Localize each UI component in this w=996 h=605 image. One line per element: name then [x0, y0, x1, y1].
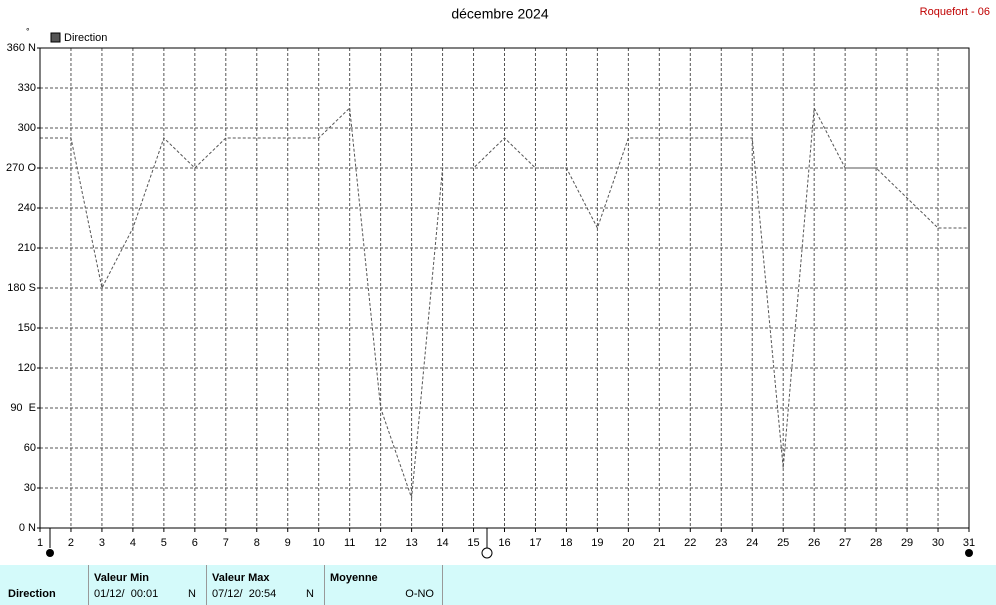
x-tick-label: 5: [161, 537, 167, 549]
mean-value: O-NO: [405, 588, 434, 600]
y-tick-label: 240: [18, 202, 36, 214]
x-tick-label: 11: [344, 537, 355, 549]
x-tick-label: 6: [192, 537, 198, 549]
x-tick-label: 22: [684, 537, 696, 549]
x-tick-label: 8: [254, 537, 260, 549]
x-tick-label: 4: [130, 537, 136, 549]
x-tick-label: 28: [870, 537, 882, 549]
x-tick-label: 18: [560, 537, 572, 549]
y-tick-label: 0 N: [19, 522, 36, 534]
x-tick-label: 26: [808, 537, 820, 549]
legend-swatch: [50, 32, 61, 43]
full-moon: [481, 547, 493, 559]
y-tick-label: 180 S: [7, 282, 36, 294]
min-dir: N: [188, 588, 196, 600]
x-tick-label: 12: [375, 537, 387, 549]
x-tick-label: 23: [715, 537, 727, 549]
series-line: [40, 106, 969, 499]
x-tick-label: 27: [839, 537, 851, 549]
x-tick-label: 20: [622, 537, 634, 549]
x-tick-label: 2: [68, 537, 74, 549]
x-tick-label: 10: [313, 537, 325, 549]
legend-label: Direction: [64, 32, 107, 44]
x-tick-label: 19: [591, 537, 603, 549]
station: Roquefort - 06: [920, 6, 990, 18]
y-tick-label: 270 O: [6, 162, 36, 174]
x-tick-label: 14: [436, 537, 448, 549]
y-tick-label: 60: [24, 442, 36, 454]
x-tick-label: 24: [746, 537, 758, 549]
max-header: Valeur Max: [212, 572, 270, 584]
y-tick-label: 210: [18, 242, 36, 254]
x-tick-label: 31: [963, 537, 975, 549]
max-date: 07/12/ 20:54: [212, 588, 277, 600]
new-moon: [46, 549, 54, 557]
x-tick-label: 1: [37, 537, 43, 549]
summary-table: Direction Valeur Min 01/12/ 00:01 N Vale…: [0, 565, 996, 605]
y-unit: °: [26, 26, 30, 36]
chart-title: décembre 2024: [451, 6, 549, 22]
chart: décembre 2024 Roquefort - 06 ° Direction…: [6, 6, 990, 559]
y-tick-label: 300: [18, 122, 36, 134]
x-tick-label: 29: [901, 537, 913, 549]
mean-header: Moyenne: [330, 572, 378, 584]
x-tick-label: 30: [932, 537, 944, 549]
x-tick-label: 3: [99, 537, 105, 549]
y-tick-label: 30: [24, 482, 36, 494]
y-tick-label: 150: [18, 322, 36, 334]
x-tick-label: 16: [498, 537, 510, 549]
min-date: 01/12/ 00:01: [94, 588, 159, 600]
row-label: Direction: [8, 588, 56, 600]
new-moon: [965, 549, 973, 557]
y-tick-label: 330: [18, 82, 36, 94]
x-tick-label: 15: [467, 537, 479, 549]
plot-frame: [39, 47, 970, 529]
max-dir: N: [306, 588, 314, 600]
x-tick-label: 25: [777, 537, 789, 549]
x-tick-label: 17: [529, 537, 541, 549]
y-tick-label: 120: [18, 362, 36, 374]
min-header: Valeur Min: [94, 572, 150, 584]
y-tick-label: 360 N: [7, 42, 36, 54]
x-tick-label: 13: [405, 537, 417, 549]
x-tick-label: 9: [285, 537, 291, 549]
x-tick-label: 21: [653, 537, 665, 549]
y-tick-label: 90 E: [10, 402, 36, 414]
x-tick-label: 7: [223, 537, 229, 549]
